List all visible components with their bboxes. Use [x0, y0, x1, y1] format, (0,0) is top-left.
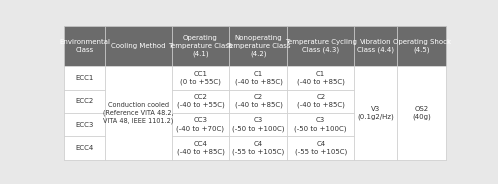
Text: Operating Shock
(4.5): Operating Shock (4.5): [392, 39, 451, 53]
Bar: [171, 26, 230, 66]
Text: C1
(-40 to +85C): C1 (-40 to +85C): [235, 71, 282, 85]
Bar: [230, 26, 287, 66]
Text: OS2
(40g): OS2 (40g): [412, 106, 431, 120]
Text: ECC3: ECC3: [75, 122, 94, 128]
Text: Temperature Cycling
Class (4.3): Temperature Cycling Class (4.3): [285, 39, 357, 53]
Bar: [171, 90, 230, 113]
Bar: [397, 66, 446, 160]
Text: Vibration
Class (4.4): Vibration Class (4.4): [357, 39, 394, 53]
Bar: [64, 26, 105, 66]
Bar: [105, 26, 171, 66]
Bar: [230, 90, 287, 113]
Text: Environmental
Class: Environmental Class: [59, 39, 110, 53]
Bar: [64, 90, 105, 113]
Bar: [287, 90, 354, 113]
Bar: [287, 66, 354, 90]
Bar: [64, 113, 105, 136]
Text: Operating
Temperature Class
(4.1): Operating Temperature Class (4.1): [168, 35, 233, 57]
Text: Conduction cooled
(Reference VITA 48.2,
VITA 48, IEEE 1101.2): Conduction cooled (Reference VITA 48.2, …: [103, 102, 173, 124]
Bar: [64, 136, 105, 160]
Bar: [171, 66, 230, 90]
Text: CC4
(-40 to +85C): CC4 (-40 to +85C): [177, 141, 225, 155]
Text: CC1
(0 to +55C): CC1 (0 to +55C): [180, 71, 221, 85]
Text: C4
(-55 to +105C): C4 (-55 to +105C): [295, 141, 347, 155]
Text: CC3
(-40 to +70C): CC3 (-40 to +70C): [176, 117, 225, 132]
Bar: [171, 136, 230, 160]
Text: ECC4: ECC4: [76, 145, 94, 151]
Text: V3
(0.1g2/Hz): V3 (0.1g2/Hz): [357, 106, 394, 120]
Text: C4
(-55 to +105C): C4 (-55 to +105C): [233, 141, 284, 155]
Text: C2
(-40 to +85C): C2 (-40 to +85C): [297, 94, 345, 108]
Text: Nonoperating
Temperature Class
(4.2): Nonoperating Temperature Class (4.2): [226, 35, 291, 57]
Bar: [287, 136, 354, 160]
Text: CC2
(-40 to +55C): CC2 (-40 to +55C): [177, 94, 225, 108]
Text: ECC1: ECC1: [75, 75, 94, 81]
Bar: [397, 26, 446, 66]
Text: C2
(-40 to +85C): C2 (-40 to +85C): [235, 94, 282, 108]
Bar: [64, 66, 105, 90]
Text: C3
(-50 to +100C): C3 (-50 to +100C): [294, 117, 347, 132]
Bar: [354, 66, 397, 160]
Text: C3
(-50 to +100C): C3 (-50 to +100C): [232, 117, 285, 132]
Bar: [354, 26, 397, 66]
Text: ECC2: ECC2: [76, 98, 94, 104]
Bar: [230, 113, 287, 136]
Bar: [105, 66, 171, 160]
Bar: [230, 136, 287, 160]
Bar: [287, 26, 354, 66]
Bar: [287, 113, 354, 136]
Bar: [230, 66, 287, 90]
Text: Cooling Method: Cooling Method: [111, 43, 165, 49]
Text: C1
(-40 to +85C): C1 (-40 to +85C): [297, 71, 345, 85]
Bar: [171, 113, 230, 136]
